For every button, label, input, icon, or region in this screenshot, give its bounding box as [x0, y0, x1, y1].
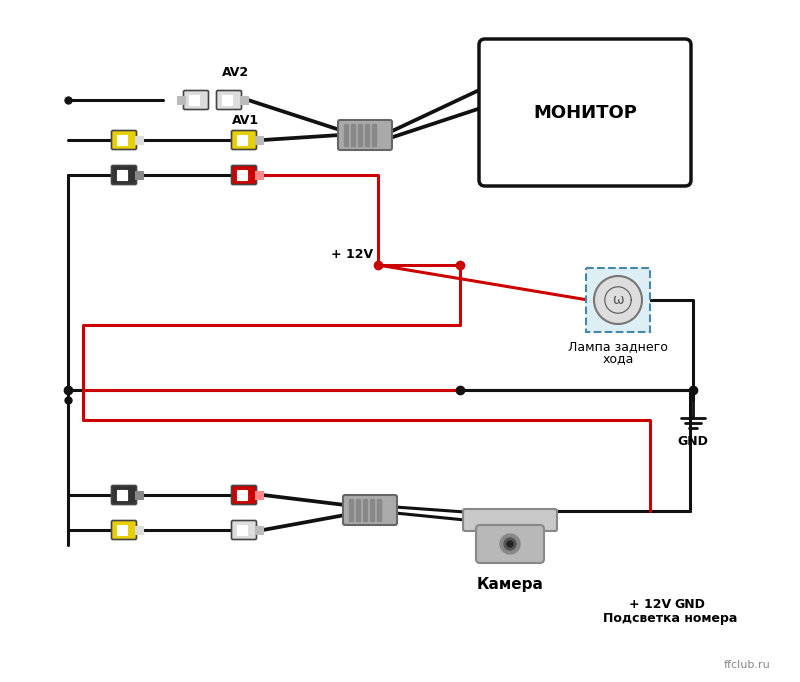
- Circle shape: [500, 534, 520, 554]
- Bar: [237, 135, 247, 145]
- FancyBboxPatch shape: [343, 495, 397, 525]
- Text: AV1: AV1: [231, 113, 258, 126]
- Bar: [370, 499, 374, 521]
- Bar: [135, 526, 143, 534]
- Bar: [349, 499, 353, 521]
- Circle shape: [594, 276, 642, 324]
- Circle shape: [507, 541, 513, 547]
- FancyBboxPatch shape: [479, 39, 691, 186]
- Bar: [237, 490, 247, 500]
- Bar: [351, 124, 355, 146]
- Text: Подсветка номера: Подсветка номера: [603, 612, 737, 625]
- Bar: [237, 525, 247, 535]
- FancyBboxPatch shape: [231, 130, 257, 149]
- FancyBboxPatch shape: [111, 130, 137, 149]
- Bar: [372, 124, 376, 146]
- Text: Лампа заднего: Лампа заднего: [568, 340, 668, 353]
- Bar: [586, 268, 650, 332]
- Text: Камера: Камера: [477, 577, 543, 592]
- Bar: [135, 171, 143, 179]
- FancyBboxPatch shape: [217, 91, 242, 110]
- Text: хода: хода: [602, 352, 634, 365]
- Circle shape: [504, 538, 516, 550]
- Bar: [237, 170, 247, 180]
- Text: GND: GND: [678, 435, 709, 448]
- Bar: [365, 124, 369, 146]
- Text: МОНИТОР: МОНИТОР: [533, 104, 637, 121]
- Text: ω: ω: [612, 293, 624, 307]
- Bar: [117, 525, 127, 535]
- Bar: [117, 135, 127, 145]
- FancyBboxPatch shape: [338, 120, 392, 150]
- Bar: [117, 490, 127, 500]
- Bar: [135, 136, 143, 144]
- FancyBboxPatch shape: [476, 525, 544, 563]
- Bar: [363, 499, 367, 521]
- FancyBboxPatch shape: [463, 509, 557, 531]
- Text: + 12V: + 12V: [331, 248, 373, 261]
- Bar: [117, 170, 127, 180]
- Bar: [255, 491, 263, 499]
- Bar: [240, 96, 248, 104]
- Text: AV2: AV2: [222, 65, 249, 78]
- Text: + 12V: + 12V: [629, 598, 671, 611]
- Bar: [356, 499, 360, 521]
- Bar: [222, 95, 232, 105]
- FancyBboxPatch shape: [231, 166, 257, 185]
- Bar: [189, 95, 199, 105]
- Text: ffclub.ru: ffclub.ru: [723, 660, 770, 670]
- Bar: [255, 136, 263, 144]
- FancyBboxPatch shape: [231, 520, 257, 539]
- FancyBboxPatch shape: [231, 486, 257, 505]
- Bar: [255, 526, 263, 534]
- FancyBboxPatch shape: [111, 486, 137, 505]
- Bar: [344, 124, 348, 146]
- Text: GND: GND: [674, 598, 706, 611]
- Bar: [135, 491, 143, 499]
- FancyBboxPatch shape: [111, 520, 137, 539]
- FancyBboxPatch shape: [183, 91, 209, 110]
- FancyBboxPatch shape: [111, 166, 137, 185]
- Bar: [255, 171, 263, 179]
- Bar: [377, 499, 381, 521]
- Bar: [177, 96, 185, 104]
- Bar: [358, 124, 362, 146]
